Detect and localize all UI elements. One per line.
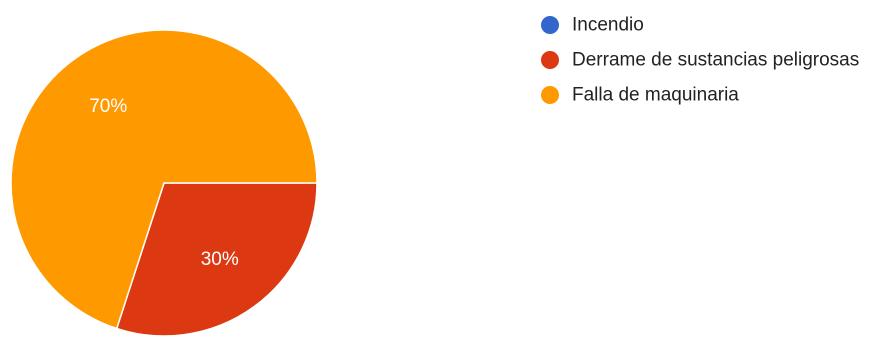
legend-item-derrame-de-sustancias-peligrosas[interactable]: Derrame de sustancias peligrosas: [541, 50, 859, 71]
legend-swatch: [541, 86, 559, 104]
pie-slice-derrame-de-sustancias-peligrosas[interactable]: [115, 182, 318, 337]
pie-labels: 30% 70%: [89, 96, 239, 270]
pie-label-falla-de-maquinaria: 70%: [89, 96, 127, 117]
chart-legend: Incendio Derrame de sustancias peligrosas…: [541, 15, 859, 106]
legend-swatch: [541, 51, 559, 69]
legend-label: Derrame de sustancias peligrosas: [572, 50, 859, 71]
pie-slices: [10, 29, 318, 337]
pie-label-derrame-de-sustancias-peligrosas: 30%: [201, 249, 239, 270]
pie-slice-falla-de-maquinaria[interactable]: [10, 29, 318, 330]
legend-item-incendio[interactable]: Incendio: [541, 15, 644, 36]
legend-item-falla-de-maquinaria[interactable]: Falla de maquinaria: [541, 85, 739, 106]
legend-label: Incendio: [572, 15, 644, 36]
legend-swatch: [541, 16, 559, 34]
legend-label: Falla de maquinaria: [572, 85, 739, 106]
